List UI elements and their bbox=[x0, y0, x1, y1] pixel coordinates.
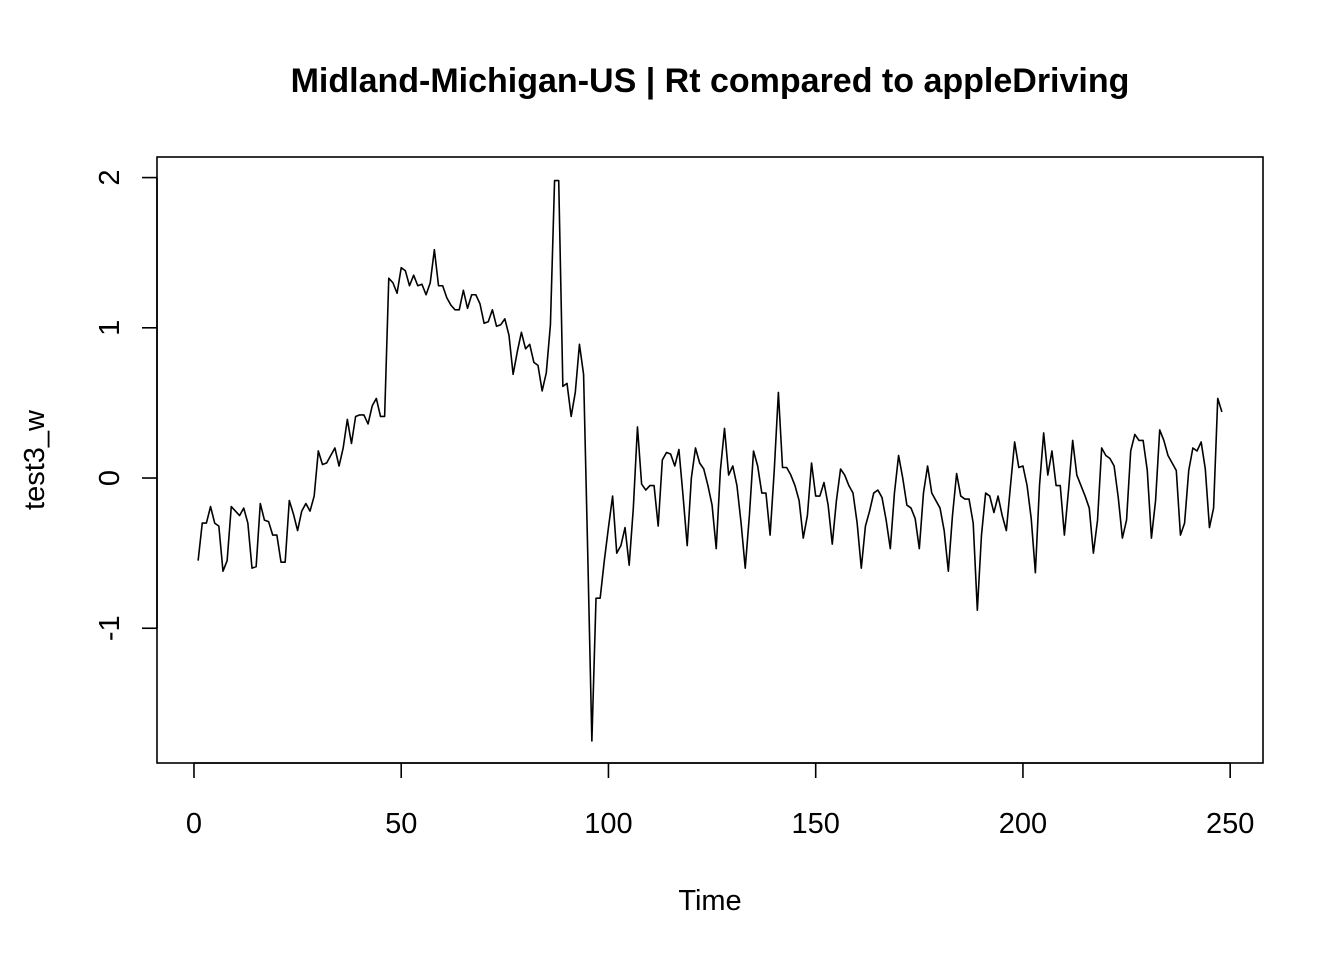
y-tick-label: 2 bbox=[94, 170, 126, 186]
y-tick-label: -1 bbox=[94, 615, 126, 641]
plot-frame bbox=[156, 156, 1264, 764]
x-tick-label: 150 bbox=[791, 808, 839, 840]
x-axis-label: Time bbox=[678, 885, 741, 917]
x-axis: 0 50 100 150 200 250 bbox=[186, 762, 1254, 840]
y-axis-label: test3_w bbox=[19, 409, 51, 510]
y-axis: -1 0 1 2 bbox=[94, 170, 158, 641]
series-line bbox=[197, 179, 1223, 742]
chart-title: Midland-Michigan-US | Rt compared to app… bbox=[291, 62, 1130, 100]
y-tick-label: 0 bbox=[94, 470, 126, 486]
y-tick-label: 1 bbox=[94, 320, 126, 336]
x-tick-label: 200 bbox=[999, 808, 1047, 840]
x-tick-label: 0 bbox=[186, 808, 202, 840]
x-tick-label: 250 bbox=[1206, 808, 1254, 840]
x-tick-label: 50 bbox=[385, 808, 417, 840]
x-tick-label: 100 bbox=[584, 808, 632, 840]
